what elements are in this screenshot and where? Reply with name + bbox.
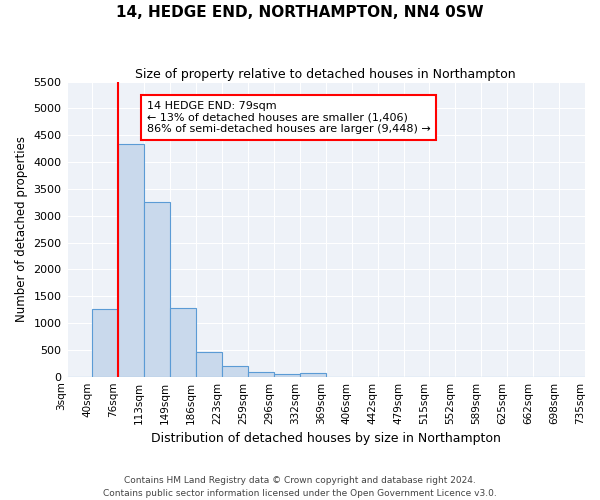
Bar xyxy=(196,352,222,376)
Bar xyxy=(145,202,170,376)
Text: Contains HM Land Registry data © Crown copyright and database right 2024.
Contai: Contains HM Land Registry data © Crown c… xyxy=(103,476,497,498)
Text: 14, HEDGE END, NORTHAMPTON, NN4 0SW: 14, HEDGE END, NORTHAMPTON, NN4 0SW xyxy=(116,5,484,20)
Bar xyxy=(222,366,248,376)
Bar xyxy=(92,308,118,376)
Bar xyxy=(248,372,274,376)
Bar xyxy=(300,373,326,376)
Title: Size of property relative to detached houses in Northampton: Size of property relative to detached ho… xyxy=(136,68,516,80)
Bar xyxy=(170,308,196,376)
Y-axis label: Number of detached properties: Number of detached properties xyxy=(15,136,28,322)
Bar xyxy=(274,374,300,376)
Bar xyxy=(118,144,145,376)
X-axis label: Distribution of detached houses by size in Northampton: Distribution of detached houses by size … xyxy=(151,432,501,445)
Text: 14 HEDGE END: 79sqm
← 13% of detached houses are smaller (1,406)
86% of semi-det: 14 HEDGE END: 79sqm ← 13% of detached ho… xyxy=(147,101,431,134)
